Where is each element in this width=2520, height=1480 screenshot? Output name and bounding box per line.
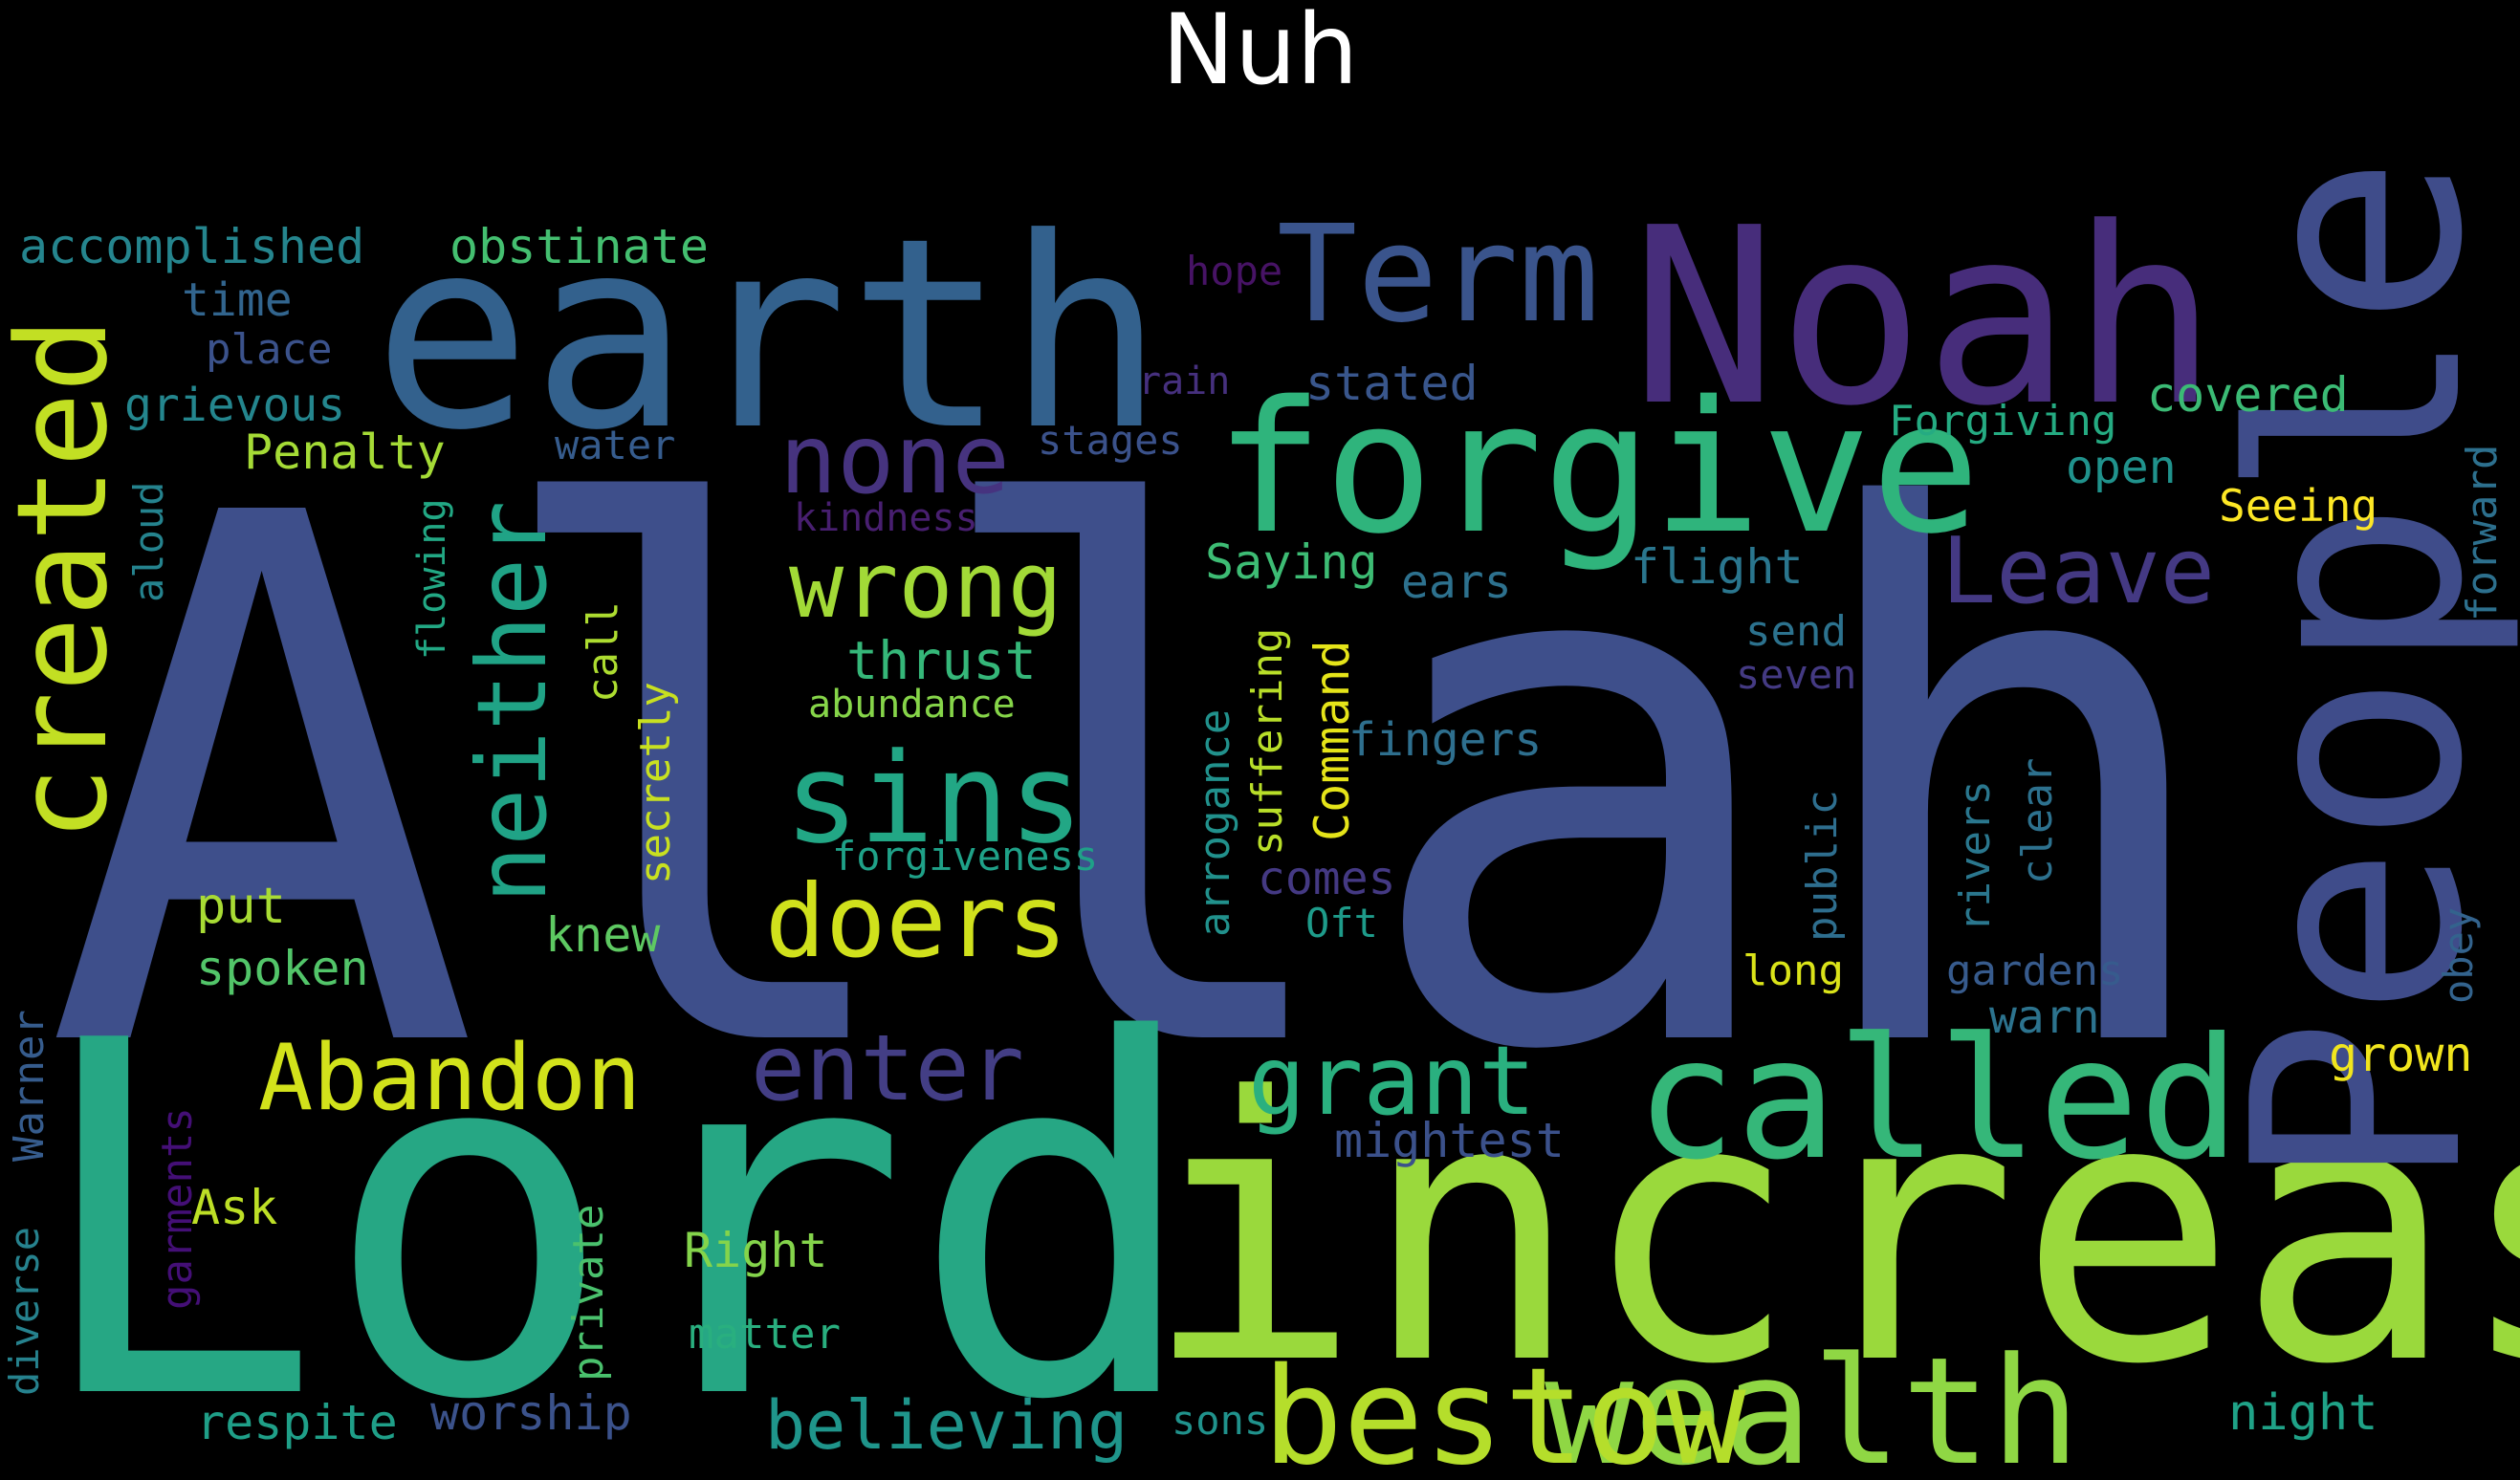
word-forgive: forgive [1215,362,1981,574]
word-warner: Warner [5,1010,54,1162]
word-warn: warn [1989,990,2100,1044]
word-forward: forward [2458,445,2507,621]
word-flight: flight [1631,539,1804,595]
word-flowing: flowing [410,498,454,660]
word-thrust: thrust [846,630,1037,691]
word-obstinate: obstinate [449,219,709,274]
word-respite: respite [196,1395,398,1450]
word-grant: grant [1248,1025,1536,1137]
word-arrogance: arrogance [1191,709,1239,937]
word-abundance: abundance [808,683,1016,727]
word-put: put [196,878,286,935]
word-matter: matter [689,1310,841,1359]
wordcloud-title: Nuh [1161,0,1359,107]
word-night: night [2228,1384,2378,1442]
word-mightest: mightest [1334,1113,1565,1168]
word-worship: worship [430,1385,632,1441]
word-sins: sins [784,726,1084,871]
word-grievous: grievous [124,379,345,432]
word-lord: Lord [29,940,1203,1480]
word-forgiving: Forgiving [1889,397,2116,446]
word-wrong: wrong [789,533,1063,639]
word-aloud: aloud [125,482,172,602]
word-long: long [1742,947,1844,995]
word-right: Right [684,1223,828,1278]
word-rain: rain [1138,359,1230,403]
word-knew: knew [545,907,661,963]
word-ask: Ask [191,1180,277,1235]
word-covered: covered [2147,367,2349,423]
word-created: created [0,317,135,841]
word-spoken: spoken [196,941,369,996]
word-wealth: wealth [1545,1325,2080,1480]
word-public: public [1798,790,1847,942]
word-stages: stages [1038,417,1183,464]
word-leave: Leave [1941,519,2215,624]
word-rivers: rivers [1951,780,2000,932]
word-believing: believing [765,1386,1128,1465]
word-kindness: kindness [794,496,978,540]
word-enter: enter [751,1016,1024,1121]
word-saying: Saying [1205,534,1378,590]
word-suffering: suffering [1243,628,1292,856]
word-time: time [182,273,293,327]
word-penalty: Penalty [244,424,446,480]
word-none: none [779,403,1010,515]
word-stated: stated [1305,356,1479,411]
word-abandon: Abandon [258,1026,641,1131]
word-clear: clear [2013,758,2062,884]
word-earth: earth [373,182,1165,488]
word-water: water [555,422,675,468]
word-place: place [206,325,332,374]
word-people: People [2192,154,2520,1190]
word-doers: doers [765,863,1067,980]
word-accomplished: accomplished [19,219,364,274]
word-seeing: Seeing [2219,480,2378,532]
word-obey: obey [2435,907,2482,1004]
word-grown: grown [2329,1027,2473,1082]
word-ears: ears [1401,555,1512,609]
word-bestow: bestow [1262,1339,1746,1480]
word-call: call [579,601,627,703]
word-garments: garments [153,1107,202,1310]
word-send: send [1745,607,1847,656]
word-command: Command [1304,640,1360,841]
word-sons: sons [1172,1397,1268,1444]
word-noah: Noah [1631,176,2218,460]
word-private: private [564,1205,613,1382]
word-seven: seven [1736,651,1856,698]
word-term: Term [1277,197,1599,353]
word-forgiveness: forgiveness [832,833,1098,880]
word-oft: Oft [1305,900,1378,947]
word-neither: neither [456,501,568,903]
word-allah: Allah [43,364,2231,1209]
word-fingers: fingers [1348,713,1542,767]
word-called: called [1635,1003,2240,1197]
word-open: open [2066,441,2177,494]
word-increase: increase [1143,1020,2520,1444]
word-secretly: secretly [631,682,680,884]
word-hope: hope [1186,248,1282,294]
word-comes: comes [1258,852,1396,905]
word-gardens: gardens [1946,947,2123,995]
word-diverse: diverse [1,1227,48,1396]
